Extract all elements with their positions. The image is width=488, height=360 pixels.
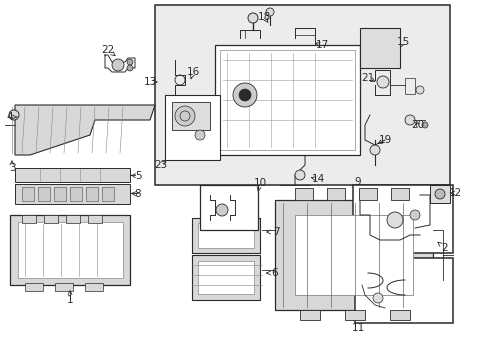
Bar [22, 187, 34, 201]
Bar [192, 255, 260, 300]
Text: 14: 14 [311, 174, 324, 184]
Text: 23: 23 [154, 160, 167, 170]
Bar [299, 310, 319, 320]
Bar [85, 283, 103, 291]
Circle shape [409, 210, 419, 220]
Bar [172, 102, 209, 130]
Bar [102, 187, 114, 201]
Text: 17: 17 [315, 40, 328, 50]
Bar [15, 184, 130, 204]
Text: 21: 21 [361, 73, 374, 83]
Text: 11: 11 [351, 323, 364, 333]
Bar [198, 261, 253, 294]
Text: 5: 5 [134, 171, 141, 181]
Text: 9: 9 [354, 177, 361, 187]
Text: 6: 6 [271, 268, 278, 278]
Text: 19: 19 [378, 135, 391, 145]
Circle shape [415, 86, 423, 94]
Polygon shape [15, 105, 155, 155]
Bar [294, 188, 312, 200]
Circle shape [372, 293, 382, 303]
Bar [358, 188, 376, 200]
Circle shape [232, 83, 257, 107]
Bar [54, 187, 66, 201]
Bar [215, 45, 359, 155]
Bar [345, 310, 364, 320]
Circle shape [404, 115, 414, 125]
Bar [18, 222, 123, 278]
Bar [44, 215, 58, 223]
Circle shape [369, 145, 379, 155]
Text: 1: 1 [66, 295, 73, 305]
Text: 15: 15 [396, 37, 409, 47]
Circle shape [127, 59, 133, 65]
Bar [390, 188, 408, 200]
Text: 8: 8 [134, 189, 141, 199]
Bar [220, 50, 354, 150]
Bar [429, 185, 449, 203]
Bar [164, 95, 220, 160]
Circle shape [265, 8, 273, 16]
Bar [55, 283, 73, 291]
Circle shape [175, 106, 195, 126]
Bar [352, 185, 452, 253]
Circle shape [421, 122, 427, 128]
Bar [38, 187, 50, 201]
Bar [198, 223, 253, 248]
Bar [25, 283, 43, 291]
Text: 2: 2 [441, 243, 447, 253]
Text: 4: 4 [7, 112, 13, 122]
Text: 3: 3 [9, 163, 15, 173]
Bar [389, 310, 409, 320]
Circle shape [112, 59, 124, 71]
Bar [404, 78, 414, 94]
Text: 12: 12 [447, 188, 461, 198]
Bar [294, 215, 412, 295]
Bar [22, 215, 36, 223]
Bar [10, 215, 130, 285]
Text: 10: 10 [253, 178, 266, 188]
Bar [192, 218, 260, 253]
Circle shape [294, 170, 305, 180]
Text: 20: 20 [410, 120, 424, 130]
Bar [88, 215, 102, 223]
Bar [359, 28, 399, 68]
Circle shape [127, 65, 133, 71]
Bar [326, 188, 345, 200]
Bar [66, 215, 80, 223]
Bar [274, 200, 432, 310]
Circle shape [434, 189, 444, 199]
Circle shape [216, 204, 227, 216]
Text: 16: 16 [186, 67, 199, 77]
Circle shape [239, 89, 250, 101]
Text: 22: 22 [101, 45, 114, 55]
Text: 7: 7 [272, 227, 279, 237]
Bar [354, 258, 452, 323]
Bar [86, 187, 98, 201]
Text: 18: 18 [257, 12, 270, 22]
Circle shape [9, 110, 19, 120]
Bar [200, 185, 258, 230]
Circle shape [247, 13, 258, 23]
Circle shape [195, 130, 204, 140]
Bar [15, 168, 130, 182]
Circle shape [386, 212, 402, 228]
Bar [155, 5, 449, 185]
Circle shape [376, 76, 388, 88]
Text: 13: 13 [143, 77, 156, 87]
Bar [70, 187, 82, 201]
